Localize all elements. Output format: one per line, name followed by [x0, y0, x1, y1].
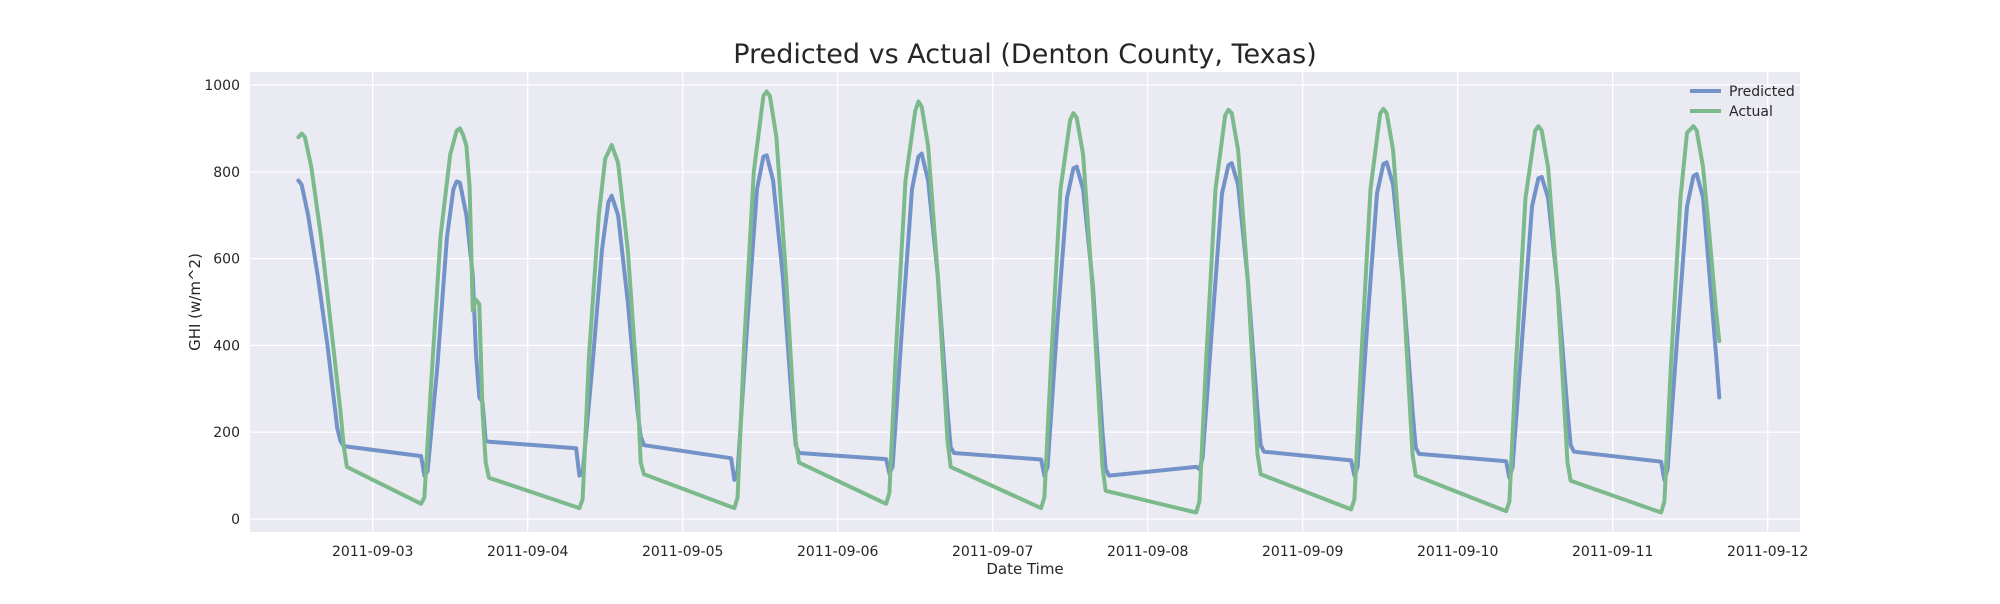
x-tick-label: 2011-09-04 — [487, 544, 568, 560]
x-tick-label: 2011-09-08 — [1107, 544, 1188, 560]
series-line-actual — [296, 89, 1722, 515]
legend-label-actual: Actual — [1729, 104, 1773, 120]
x-axis-label: Date Time — [986, 560, 1063, 578]
series-lines — [296, 89, 1722, 515]
y-tick-label: 1000 — [204, 78, 240, 94]
chart-title: Predicted vs Actual (Denton County, Texa… — [733, 39, 1316, 70]
x-tick-label: 2011-09-05 — [642, 544, 723, 560]
y-tick-label: 600 — [213, 252, 240, 268]
x-tick-label: 2011-09-06 — [797, 544, 878, 560]
y-tick-label: 200 — [213, 425, 240, 441]
legend-label-predicted: Predicted — [1729, 84, 1795, 100]
y-tick-label: 400 — [213, 338, 240, 354]
y-tick-label: 0 — [231, 512, 240, 528]
x-tick-label: 2011-09-12 — [1727, 544, 1808, 560]
x-tick-label: 2011-09-03 — [332, 544, 413, 560]
y-axis-label: GHI (w/m^2) — [186, 253, 204, 351]
x-tick-label: 2011-09-07 — [952, 544, 1033, 560]
x-tick-label: 2011-09-09 — [1262, 544, 1343, 560]
grid-lines — [250, 72, 1800, 532]
plot-area — [250, 72, 1800, 532]
tick-labels: 2011-09-03 2011-09-04 2011-09-05 2011-09-06… — [204, 78, 1808, 560]
y-tick-label: 800 — [213, 165, 240, 181]
x-tick-label: 2011-09-10 — [1417, 544, 1498, 560]
legend: Predicted Actual — [1690, 84, 1795, 120]
x-tick-label: 2011-09-11 — [1572, 544, 1653, 560]
